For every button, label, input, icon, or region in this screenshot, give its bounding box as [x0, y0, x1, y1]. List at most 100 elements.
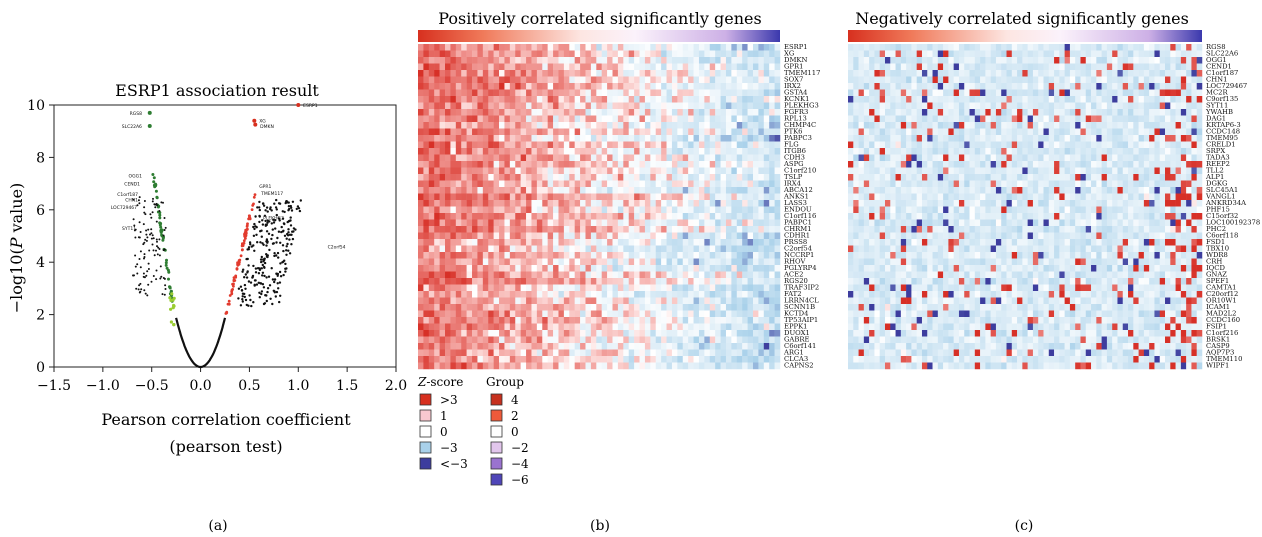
heatmap-cell	[639, 317, 646, 324]
heatmap-cell	[418, 219, 424, 227]
heatmap-cell	[601, 174, 608, 181]
y-tick-label: 8	[36, 150, 45, 166]
data-point	[164, 261, 168, 265]
x-tick-label: 0.5	[238, 378, 260, 394]
heatmap-cell	[526, 362, 532, 370]
heatmap-cell	[1032, 102, 1039, 110]
heatmap-cell	[911, 83, 917, 90]
heatmap-cell	[758, 330, 765, 337]
heatmap-cell	[601, 362, 608, 370]
heatmap-cell	[509, 226, 516, 233]
data-point	[144, 213, 147, 216]
heatmap-cell	[863, 96, 870, 103]
outlier-point-rgs8	[147, 110, 152, 115]
heatmap-cell	[715, 180, 721, 188]
heatmap-cell	[758, 336, 765, 344]
heatmap-cell	[704, 291, 711, 298]
heatmap-cell	[477, 310, 484, 318]
heatmap-cell	[731, 174, 738, 181]
heatmap-cell	[927, 122, 933, 129]
heatmap-cell	[677, 96, 683, 103]
gene-row-label: C1orf116	[784, 212, 816, 220]
heatmap-cell	[1038, 63, 1044, 71]
heatmap-cell	[677, 63, 683, 71]
heatmap-cell	[677, 89, 683, 97]
heatmap-cell	[580, 76, 586, 84]
heatmap-cell	[515, 187, 521, 194]
heatmap-cell	[1027, 135, 1034, 142]
heatmap-cell	[650, 317, 656, 324]
heatmap-cell	[655, 187, 662, 194]
heatmap-cell	[1064, 109, 1071, 116]
heatmap-cell	[769, 330, 775, 337]
heatmap-cell	[731, 63, 738, 71]
heatmap-cell	[688, 258, 694, 266]
heatmap-cell	[418, 128, 424, 136]
heatmap-cell	[698, 349, 705, 357]
heatmap-cell	[1180, 57, 1187, 64]
heatmap-cell	[450, 278, 457, 285]
heatmap-cell	[964, 70, 970, 77]
x-tick-label: 2.0	[385, 378, 407, 394]
heatmap-cell	[639, 174, 646, 181]
data-point	[261, 242, 264, 245]
heatmap-cell	[736, 128, 743, 136]
heatmap-cell	[747, 271, 754, 279]
heatmap-cell	[434, 362, 440, 370]
heatmap-cell	[1143, 50, 1150, 58]
heatmap-cell	[493, 239, 500, 246]
heatmap-cell	[612, 336, 619, 344]
heatmap-cell	[639, 336, 646, 344]
heatmap-cell	[445, 141, 451, 149]
heatmap-cell	[900, 102, 907, 110]
heatmap-cell	[709, 252, 716, 259]
heatmap-cell	[569, 63, 575, 71]
heatmap-cell	[752, 213, 759, 220]
data-point	[158, 254, 161, 257]
heatmap-cell	[477, 362, 484, 370]
data-point	[278, 219, 281, 222]
heatmap-cell	[693, 343, 700, 350]
heatmap-cell	[769, 206, 775, 214]
heatmap-cell	[569, 330, 575, 337]
heatmap-cell	[466, 193, 473, 201]
heatmap-cell	[943, 109, 949, 116]
heatmap-cell	[937, 135, 944, 142]
heatmap-cell	[853, 96, 859, 103]
heatmap-cell	[574, 96, 581, 103]
heatmap-cell	[874, 89, 880, 97]
heatmap-cell	[890, 102, 896, 110]
heatmap-cell	[574, 356, 581, 363]
heatmap-cell	[693, 265, 700, 272]
heatmap-cell	[461, 44, 467, 51]
heatmap-cell	[974, 63, 981, 71]
heatmap-cell	[493, 349, 500, 357]
heatmap-cell	[628, 330, 635, 337]
heatmap-cell	[1064, 89, 1071, 97]
heatmap-cell	[536, 109, 543, 116]
heatmap-cell	[731, 278, 738, 285]
heatmap-cell	[607, 70, 613, 77]
heatmap-cell	[1027, 76, 1034, 84]
heatmap-cell	[763, 310, 770, 318]
data-point	[267, 275, 271, 278]
heatmap-cell	[937, 115, 944, 123]
heatmap-cell	[450, 141, 457, 149]
heatmap-cell	[884, 89, 891, 97]
heatmap-cell	[1159, 83, 1166, 90]
data-point	[139, 250, 142, 253]
heatmap-cell	[953, 122, 960, 129]
data-point	[147, 283, 150, 286]
heatmap-cell	[488, 63, 494, 71]
heatmap-cell	[1017, 70, 1023, 77]
heatmap-cell	[596, 278, 602, 285]
heatmap-cell	[736, 330, 743, 337]
heatmap-cell	[661, 187, 667, 194]
heatmap-cell	[655, 50, 662, 58]
heatmap-cell	[1128, 115, 1134, 123]
heatmap-cell	[563, 304, 570, 311]
data-point	[132, 218, 135, 221]
heatmap-cell	[720, 187, 727, 194]
heatmap-cell	[634, 343, 640, 350]
data-point	[265, 238, 269, 241]
